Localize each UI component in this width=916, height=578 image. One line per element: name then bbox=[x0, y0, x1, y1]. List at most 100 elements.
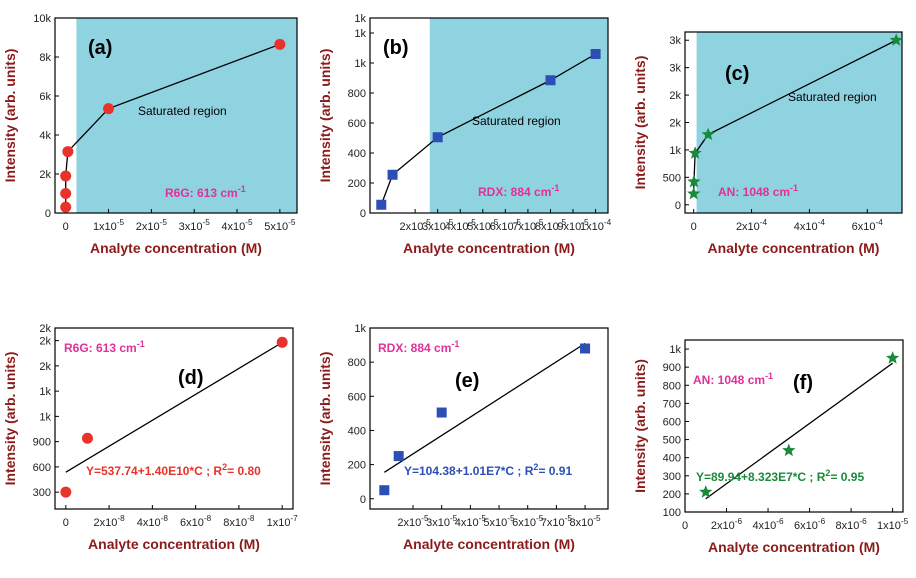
chart-c-data-point bbox=[688, 146, 702, 159]
chart-c-data-point bbox=[701, 127, 715, 141]
chart-a-data-point bbox=[274, 38, 286, 50]
chart-e-xtick-label: 5x10-5 bbox=[483, 514, 515, 529]
chart-a-ytick-label: 2k bbox=[39, 169, 51, 181]
chart-f-plot-frame bbox=[684, 339, 904, 513]
chart-a-plot-frame bbox=[54, 17, 298, 214]
chart-c-annotation: Saturated region bbox=[788, 90, 877, 104]
chart-d-ytick-label: 1k bbox=[39, 411, 51, 423]
chart-b-xtick-label: 2x10-5 bbox=[400, 218, 432, 233]
chart-f-ytick-label: 500 bbox=[663, 435, 681, 447]
chart-e-data-point bbox=[436, 407, 447, 418]
chart-f-ytick-label: 100 bbox=[663, 507, 681, 519]
chart-d-xtick-label: 6x10-8 bbox=[180, 514, 212, 529]
chart-a-data-point bbox=[60, 188, 72, 199]
chart-b-data-point bbox=[376, 199, 387, 210]
chart-f-ytick-label: 700 bbox=[663, 398, 681, 410]
chart-a-y-axis-title: Intensity (arb. units) bbox=[2, 49, 18, 183]
chart-d-xtick-label: 0 bbox=[63, 517, 69, 529]
chart-c-xtick-label: 6x10-4 bbox=[852, 218, 884, 233]
chart-b-ytick-label: 400 bbox=[348, 148, 366, 160]
chart-b-x-axis-title: Analyte concentration (M) bbox=[403, 240, 575, 256]
chart-c-xtick-label: 4x10-4 bbox=[794, 218, 826, 233]
chart-e-data-point bbox=[580, 343, 591, 354]
chart-b-data-point bbox=[590, 49, 601, 59]
chart-c-ytick-label: 500 bbox=[663, 172, 681, 184]
chart-a-data-point bbox=[60, 170, 72, 182]
chart-f-ytick-label: 1k bbox=[669, 344, 681, 356]
chart-f-data-point bbox=[782, 443, 796, 457]
chart-d-fit-equation: Y=537.74+1.40E10*C ; R2= 0.80 bbox=[86, 462, 261, 478]
chart-e-ytick-label: 600 bbox=[348, 391, 366, 403]
chart-f-ytick-label: 300 bbox=[663, 471, 681, 483]
chart-d-ytick-label: 1k bbox=[39, 386, 51, 398]
chart-b-ytick-label: 1k bbox=[354, 58, 366, 70]
chart-c-ytick-label: 1k bbox=[669, 145, 681, 157]
chart-a-panel-label: (a) bbox=[88, 37, 112, 59]
chart-panel-e: 0 200 400 600 800 1k 2x10-53x10-54x10-55x10-56… bbox=[317, 323, 609, 552]
chart-b-panel-label: (b) bbox=[383, 37, 409, 59]
chart-f-ytick-label: 800 bbox=[663, 380, 681, 392]
chart-e-fit-line bbox=[383, 342, 586, 473]
chart-a-data-point bbox=[60, 201, 72, 213]
chart-c-panel-label: (c) bbox=[725, 63, 749, 85]
chart-a-xtick-label: 2x10-5 bbox=[136, 218, 168, 233]
chart-e-ytick-label: 0 bbox=[360, 494, 366, 506]
chart-a-x-axis-title: Analyte concentration (M) bbox=[90, 240, 262, 256]
chart-panel-f: 100 200 300 400 500 600 700 800 900 1k 0 2x10-6 4x10… bbox=[632, 339, 909, 555]
chart-b-xtick-label: 6x10-5 bbox=[490, 218, 522, 233]
chart-e-ytick-label: 1k bbox=[354, 323, 366, 335]
chart-f-peak-label: AN: 1048 cm-1 bbox=[693, 371, 773, 387]
chart-b-xtick-label: 1x10-4 bbox=[580, 218, 612, 233]
chart-f-fit-equation: Y=89.94+8.323E7*C ; R2= 0.95 bbox=[696, 468, 864, 484]
chart-f-y-axis-title: Intensity (arb. units) bbox=[632, 359, 648, 493]
chart-e-fit-equation: Y=104.38+1.01E7*C ; R2= 0.91 bbox=[404, 462, 572, 478]
chart-d-ytick-label: 900 bbox=[33, 437, 51, 449]
chart-a-peak-label: R6G: 613 cm-1 bbox=[165, 184, 246, 200]
chart-d-ytick-label: 2k bbox=[39, 323, 51, 335]
chart-f-fit-line bbox=[705, 362, 894, 500]
chart-d-data-point bbox=[60, 486, 72, 498]
chart-e-xtick-label: 2x10-5 bbox=[397, 514, 429, 529]
chart-f-ytick-label: 600 bbox=[663, 416, 681, 428]
chart-a-ytick-label: 4k bbox=[39, 130, 51, 142]
chart-e-xtick-label: 4x10-5 bbox=[455, 514, 487, 529]
chart-b-xtick-label: 3x10-5 bbox=[422, 218, 454, 233]
chart-a-ytick-label: 10k bbox=[33, 13, 51, 25]
chart-f-ytick-label: 900 bbox=[663, 362, 681, 374]
chart-b-ytick-label: 0 bbox=[360, 208, 366, 220]
chart-b-xtick-label: 9x10-5 bbox=[557, 218, 589, 233]
chart-f-xtick-label: 2x10-6 bbox=[711, 517, 743, 532]
chart-b-ytick-label: 800 bbox=[348, 88, 366, 100]
chart-f-ytick-label: 200 bbox=[663, 489, 681, 501]
chart-c-x-axis-title: Analyte concentration (M) bbox=[708, 240, 880, 256]
chart-d-data-point bbox=[276, 336, 288, 348]
chart-b-xtick-label: 8x10-5 bbox=[535, 218, 567, 233]
chart-e-x-axis-title: Analyte concentration (M) bbox=[403, 536, 575, 552]
chart-b-annotation: Saturated region bbox=[472, 114, 561, 128]
chart-e-ytick-label: 800 bbox=[348, 357, 366, 369]
chart-a-xtick-label: 1x10-5 bbox=[93, 218, 125, 233]
chart-b-y-axis-title: Intensity (arb. units) bbox=[317, 49, 333, 183]
chart-a-xtick-label: 5x10-5 bbox=[264, 218, 296, 233]
chart-c-y-axis-title: Intensity (arb. units) bbox=[632, 56, 648, 190]
chart-b-saturated-region bbox=[429, 18, 608, 213]
chart-d-ytick-label: 2k bbox=[39, 336, 51, 348]
chart-a-xtick-label: 3x10-5 bbox=[179, 218, 211, 233]
chart-e-data-point bbox=[393, 451, 404, 462]
chart-c-ytick-label: 3k bbox=[669, 35, 681, 47]
chart-d-y-axis-title: Intensity (arb. units) bbox=[2, 352, 18, 486]
chart-f-xtick-label: 8x10-6 bbox=[835, 517, 867, 532]
chart-panel-c: 0 500 1k 2k 2k 3k 3k 0 2x10-4 4x10-4 6x10-4 Analyte… bbox=[632, 31, 903, 256]
chart-f-data-point bbox=[699, 485, 713, 498]
chart-b-peak-label: RDX: 884 cm-1 bbox=[478, 183, 559, 199]
chart-d-data-point bbox=[81, 432, 93, 444]
chart-e-ytick-label: 200 bbox=[348, 460, 366, 472]
chart-b-plot-frame bbox=[369, 17, 609, 214]
chart-b-data-point bbox=[387, 169, 398, 180]
chart-a-ytick-label: 0 bbox=[45, 208, 51, 220]
chart-d-xtick-label: 1x10-7 bbox=[267, 514, 299, 529]
chart-d-x-axis-title: Analyte concentration (M) bbox=[88, 536, 260, 552]
chart-b-ytick-label: 1k bbox=[354, 13, 366, 25]
chart-d-xtick-label: 2x10-8 bbox=[93, 514, 125, 529]
